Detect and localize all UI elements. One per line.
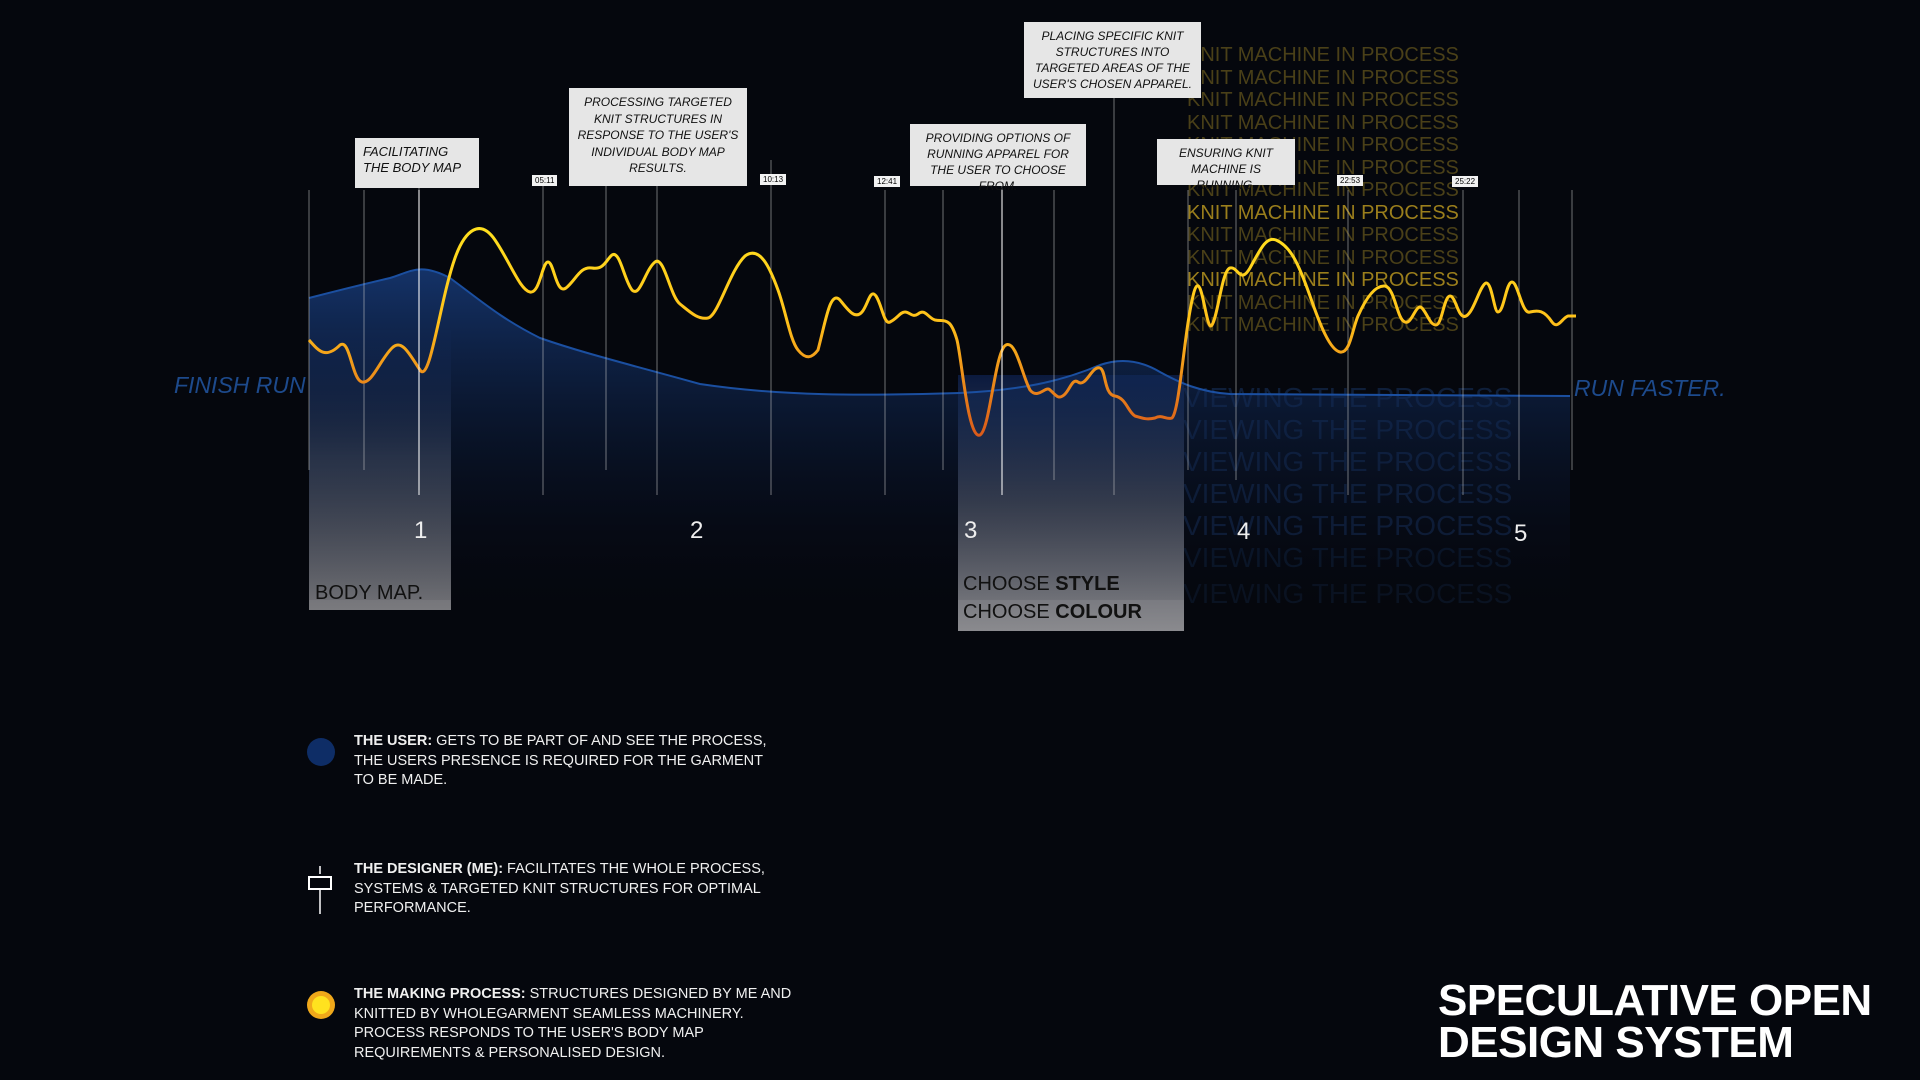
step-number-5: 5 xyxy=(1514,520,1528,547)
choose-style-bold: STYLE xyxy=(1055,573,1120,595)
knit-line: KNIT MACHINE IN PROCESS xyxy=(1187,201,1459,224)
legend-user-title: THE USER: xyxy=(354,733,433,749)
choose-colour-bold: COLOUR xyxy=(1055,601,1142,623)
run-faster-label: RUN FASTER. xyxy=(1574,375,1726,401)
knit-line: KNIT MACHINE IN PROCESS xyxy=(1187,314,1459,336)
knit-line: KNIT MACHINE IN PROCESS xyxy=(1187,291,1459,314)
time-tag: 05:11 xyxy=(532,175,558,186)
knit-line: KNIT MACHINE IN PROCESS xyxy=(1187,44,1459,66)
step-number-1: 1 xyxy=(414,517,428,544)
knit-line: KNIT MACHINE IN PROCESS xyxy=(1187,89,1459,111)
knit-line: KNIT MACHINE IN PROCESS xyxy=(1187,269,1459,291)
callout-placing-knit: PLACING SPECIFIC KNIT STRUCTURES INTO TA… xyxy=(1024,22,1201,98)
legend-making-title: THE MAKING PROCESS: xyxy=(354,986,526,1002)
legend-designer-desc: FACILITATES THE WHOLE PROCESS, SYSTEMS &… xyxy=(354,861,765,916)
callout-running-apparel: PROVIDING OPTIONS OF RUNNING APPAREL FOR… xyxy=(910,124,1086,193)
legend-making-desc: STRUCTURES DESIGNED BY ME AND KNITTED BY… xyxy=(354,986,792,1061)
title-line-2: DESIGN SYSTEM xyxy=(1438,1018,1794,1067)
knit-process-repeat: KNIT MACHINE IN PROCESS KNIT MACHINE IN … xyxy=(1187,44,1459,337)
callout-processing-knit: PROCESSING TARGETED KNIT STRUCTURES IN R… xyxy=(569,88,747,186)
user-curve xyxy=(309,269,1570,600)
making-curve xyxy=(307,227,1576,437)
knit-line: KNIT MACHINE IN PROCESS xyxy=(1187,246,1459,269)
legend-user-icon xyxy=(307,738,335,766)
legend-designer-text: THE DESIGNER (ME): FACILITATES THE WHOLE… xyxy=(354,860,784,919)
page-title: SPECULATIVE OPEN DESIGN SYSTEM xyxy=(1438,976,1872,1067)
legend-making-icon xyxy=(307,991,335,1019)
choose-style-label: CHOOSE STYLE xyxy=(963,573,1120,596)
choose-colour-label: CHOOSE COLOUR xyxy=(963,601,1142,624)
title-line-1: SPECULATIVE OPEN xyxy=(1438,976,1872,1025)
step-number-4: 4 xyxy=(1237,518,1251,545)
legend-user-text: THE USER: GETS TO BE PART OF AND SEE THE… xyxy=(354,732,784,791)
callout-ensuring-knit: ENSURING KNIT MACHINE IS RUNNING. xyxy=(1157,139,1295,192)
designer-markers xyxy=(418,190,1003,495)
timeline-diagram xyxy=(307,95,1576,631)
step-number-3: 3 xyxy=(964,517,978,544)
legend-designer-title: THE DESIGNER (ME): xyxy=(354,861,504,877)
time-tag: 10:13 xyxy=(760,174,787,185)
knit-line: KNIT MACHINE IN PROCESS xyxy=(1187,224,1459,246)
knit-line: KNIT MACHINE IN PROCESS xyxy=(1187,111,1459,134)
choose-colour-prefix: CHOOSE xyxy=(963,601,1056,623)
legend-designer-icon xyxy=(308,866,332,914)
time-tag: 12:41 xyxy=(874,176,901,187)
finish-run-label: FINISH RUN xyxy=(174,372,306,398)
step-number-2: 2 xyxy=(690,517,704,544)
legend-making-text: THE MAKING PROCESS: STRUCTURES DESIGNED … xyxy=(354,985,794,1063)
legend-user-desc: GETS TO BE PART OF AND SEE THE PROCESS, … xyxy=(354,733,767,788)
time-tag: 25:22 xyxy=(1452,176,1479,187)
choose-style-prefix: CHOOSE xyxy=(963,573,1056,595)
callout-facilitating-body-map: FACILITATING THE BODY MAP xyxy=(355,138,479,188)
time-tag: 22:53 xyxy=(1337,175,1364,186)
body-map-label: BODY MAP. xyxy=(315,582,424,604)
knit-line: KNIT MACHINE IN PROCESS xyxy=(1187,66,1459,89)
